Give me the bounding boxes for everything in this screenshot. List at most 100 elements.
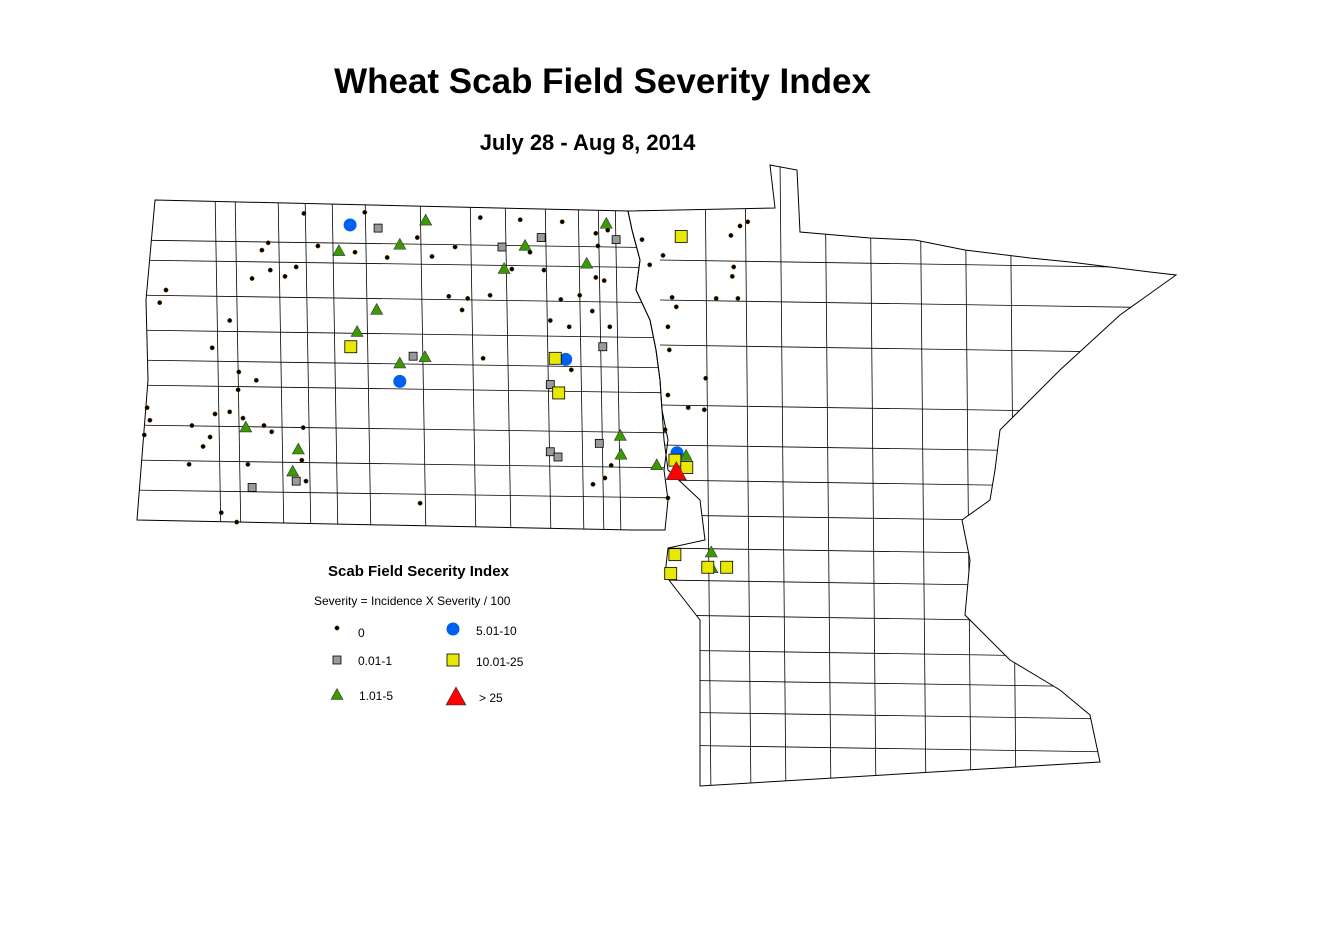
point-1_01_5: [704, 545, 718, 558]
point-0: [235, 387, 241, 393]
point-0: [245, 461, 251, 467]
point-0: [665, 392, 671, 398]
point-0: [527, 249, 533, 255]
county-line: [659, 299, 1176, 309]
point-0: [362, 209, 368, 215]
legend-symbol-0: [334, 625, 340, 631]
point-0: [253, 377, 259, 383]
point-0: [303, 478, 309, 484]
county-line: [137, 489, 668, 499]
point-0: [703, 375, 709, 381]
county-line: [137, 459, 668, 469]
county-line: [659, 711, 1176, 721]
county-line: [137, 294, 668, 304]
point-1_01_5: [370, 302, 384, 315]
point-1_01_5: [291, 442, 305, 455]
county-line: [419, 200, 427, 530]
county-line: [659, 547, 1176, 557]
point-1_01_5: [350, 324, 364, 337]
point-0: [673, 304, 679, 310]
point-0: [480, 355, 486, 361]
legend-symbol-4: [446, 653, 460, 667]
point-1_01_5: [286, 464, 300, 477]
legend-label-0: 0: [358, 626, 365, 640]
county-line: [597, 200, 605, 530]
point-0: [384, 255, 390, 260]
legend-label-5: > 25: [479, 691, 503, 705]
legend-symbol-3: [446, 622, 460, 636]
point-0_01_1: [594, 438, 604, 448]
point-0: [429, 254, 435, 259]
point-0: [665, 324, 671, 330]
point-0: [590, 481, 596, 487]
county-line: [364, 200, 372, 530]
point-1_01_5: [332, 244, 346, 256]
point-0: [200, 444, 206, 449]
point-0: [728, 233, 734, 238]
county-line: [659, 614, 1176, 624]
point-0: [459, 307, 465, 313]
point-1_01_5: [419, 213, 433, 226]
point-0_01_1: [373, 223, 383, 233]
county-line: [544, 200, 552, 530]
point-1_01_5: [599, 216, 613, 229]
point-1_01_5: [614, 447, 628, 460]
county-line: [331, 200, 339, 530]
point-0: [577, 292, 583, 298]
point-0: [207, 434, 213, 440]
point-0: [568, 367, 574, 373]
point-0: [249, 276, 255, 281]
point-0: [713, 296, 719, 301]
point-1_01_5: [393, 237, 407, 250]
point-0: [589, 308, 595, 314]
point-10_01_25: [344, 340, 358, 354]
point-0: [685, 405, 691, 411]
point-0_01_1: [536, 233, 546, 242]
point-0: [315, 243, 321, 249]
point-0: [189, 423, 195, 428]
point-0: [605, 227, 611, 233]
county-line: [779, 165, 787, 786]
legend-label-1: 0.01-1: [358, 654, 393, 668]
point-0: [465, 296, 471, 301]
county-line: [659, 679, 1176, 689]
county-line: [704, 165, 712, 786]
county-line: [577, 200, 585, 530]
county-line: [659, 344, 1176, 354]
county-line: [214, 200, 222, 530]
point-0: [593, 230, 599, 236]
point-0: [147, 417, 153, 423]
point-0: [662, 427, 668, 433]
legend-symbol-2: [330, 687, 344, 700]
point-0: [665, 495, 671, 501]
point-0: [566, 324, 572, 330]
county-line: [234, 200, 242, 530]
point-0: [607, 324, 613, 330]
point-10_01_25: [664, 567, 678, 580]
point-0: [414, 235, 420, 241]
point-1_01_5: [613, 428, 627, 441]
county-line: [137, 329, 668, 339]
point-0: [558, 297, 564, 302]
point-0: [212, 411, 218, 417]
point-5_01_10: [393, 374, 407, 388]
map-subtitle: July 28 - Aug 8, 2014: [479, 130, 696, 155]
point-10_01_25: [674, 230, 688, 243]
point-0: [157, 300, 163, 306]
county-line: [919, 165, 927, 786]
county-line: [277, 200, 285, 530]
legend-formula: Severity = Incidence X Severity / 100: [314, 594, 511, 608]
point-0: [735, 296, 741, 301]
point-0: [282, 273, 288, 279]
point-0: [218, 510, 224, 516]
county-line: [137, 384, 668, 394]
point-0: [269, 429, 275, 435]
point-1_01_5: [518, 238, 532, 251]
point-1_01_5: [650, 458, 664, 471]
point-0_01_1: [553, 452, 563, 462]
point-0: [452, 244, 458, 250]
point-0: [417, 500, 423, 506]
point-0: [141, 432, 147, 438]
county-line: [504, 200, 512, 530]
point-0: [267, 267, 273, 273]
